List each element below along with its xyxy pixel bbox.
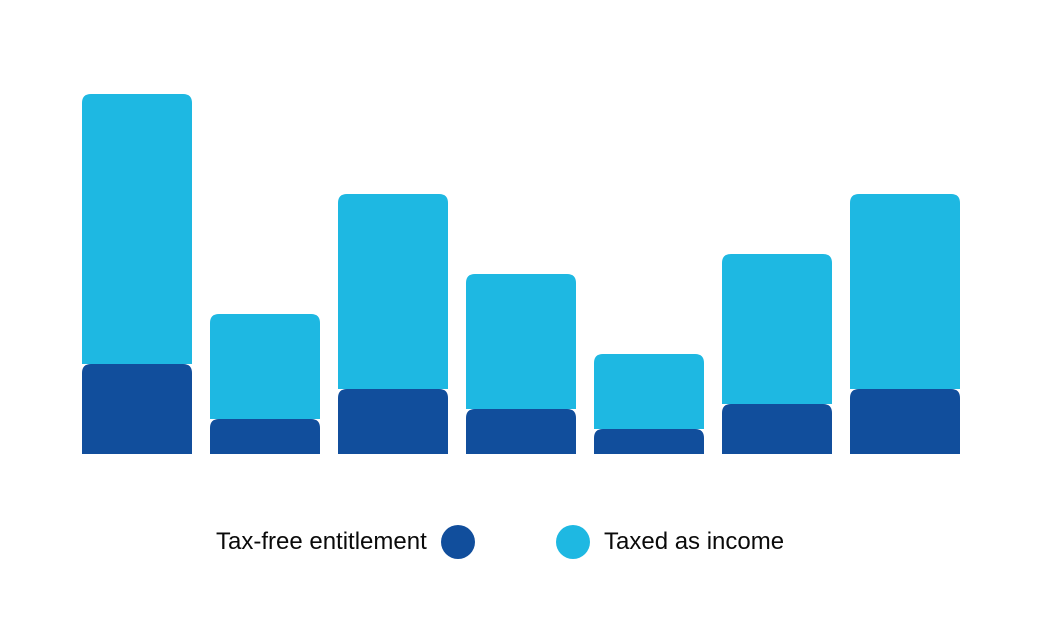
bar-segment-taxed-3 [338,194,448,389]
legend-swatch-taxed [556,525,590,559]
bar-segment-taxed-2 [210,314,320,419]
bar-segment-tax-free-6 [722,404,832,454]
bar-segment-tax-free-5 [594,429,704,454]
bar-segment-tax-free-2 [210,419,320,454]
legend-label-tax-free: Tax-free entitlement [216,528,427,555]
bar-segment-tax-free-1 [82,364,192,454]
bar-segment-tax-free-3 [338,389,448,454]
bar-segment-taxed-5 [594,354,704,429]
legend-item-taxed: Taxed as income [556,524,784,560]
bar-segment-taxed-4 [466,274,576,409]
legend-item-tax-free: Tax-free entitlement [216,524,475,560]
bar-segment-taxed-1 [82,94,192,364]
bar-segment-taxed-6 [722,254,832,404]
bar-segment-taxed-7 [850,194,960,389]
chart-legend: Tax-free entitlement Taxed as income [0,524,1043,560]
bar-segment-tax-free-7 [850,389,960,454]
legend-swatch-tax-free [440,525,475,559]
legend-label-taxed: Taxed as income [604,528,785,555]
bar-segment-tax-free-4 [466,409,576,454]
